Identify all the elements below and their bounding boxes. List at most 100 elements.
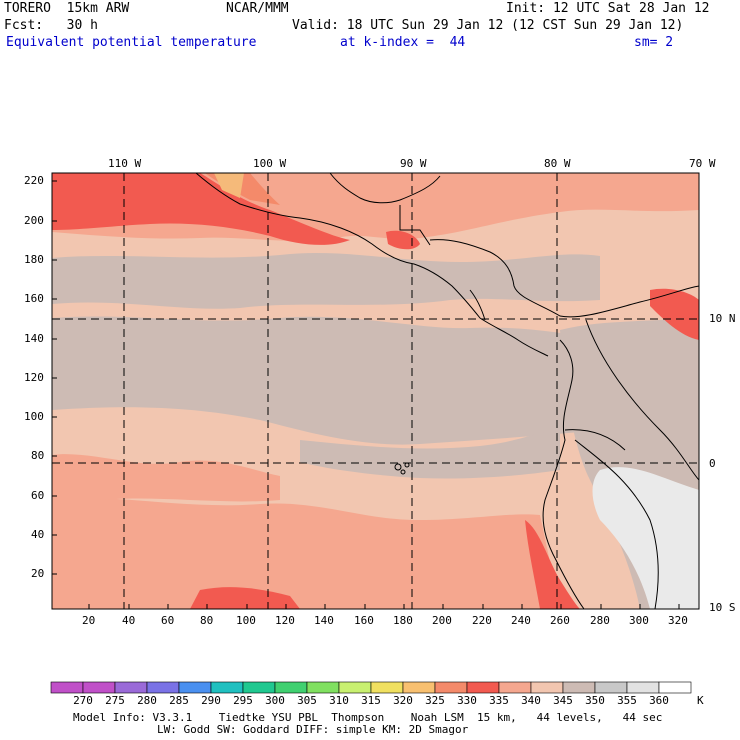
organization-label: NCAR/MMM [226, 1, 289, 16]
coastline-yucatan [329, 172, 441, 204]
y-label: 180 [24, 253, 44, 266]
colorbar-swatch [242, 681, 276, 694]
colorbar-swatch [82, 681, 116, 694]
colorbar-label: 315 [361, 694, 381, 707]
galapagos [394, 463, 402, 471]
x-label: 320 [668, 614, 688, 627]
colorbar [50, 681, 692, 694]
border-guatemala [399, 205, 431, 246]
colorbar-swatch [626, 681, 660, 694]
map-field [52, 173, 699, 609]
x-label: 260 [550, 614, 570, 627]
colorbar-swatch [402, 681, 436, 694]
colorbar-swatch [370, 681, 404, 694]
colorbar-swatch [274, 681, 308, 694]
axis-ticks [52, 180, 680, 609]
model-info: Model Info: V3.3.1 Tiedtke YSU PBL Thomp… [73, 711, 663, 724]
colorbar-swatch [434, 681, 468, 694]
coastline-south-america [542, 339, 585, 610]
x-label: 280 [590, 614, 610, 627]
map-frame [51, 172, 700, 610]
colorbar-label: 275 [105, 694, 125, 707]
colorbar-swatch [210, 681, 244, 694]
field-region-330-caribbean [650, 288, 699, 340]
colorbar-label: 295 [233, 694, 253, 707]
border-peru [574, 439, 659, 610]
init-time: Init: 12 UTC Sat 28 Jan 12 [506, 1, 710, 16]
colorbar-label: 340 [521, 694, 541, 707]
field-band-345-lower [300, 430, 560, 479]
lat-label-0: 0 [709, 457, 716, 470]
field-region-330-south [190, 587, 300, 609]
field-band-335-south [52, 497, 560, 609]
colorbar-label: 335 [489, 694, 509, 707]
field-band-345-north [52, 253, 600, 309]
x-label: 160 [354, 614, 374, 627]
y-label: 120 [24, 371, 44, 384]
model-title: TORERO 15km ARW [4, 1, 130, 16]
coastline-nicaragua [469, 289, 486, 321]
border-east [585, 319, 700, 481]
colorbar-label: 285 [169, 694, 189, 707]
colorbar-label: 355 [617, 694, 637, 707]
field-region-320 [214, 173, 244, 198]
x-label: 180 [393, 614, 413, 627]
y-label: 80 [31, 449, 45, 462]
field-region-355 [592, 467, 699, 609]
colorbar-swatch [530, 681, 564, 694]
colorbar-label: 310 [329, 694, 349, 707]
y-label: 160 [24, 292, 44, 305]
x-label: 140 [314, 614, 334, 627]
colorbar-swatch [146, 681, 180, 694]
x-label: 200 [432, 614, 452, 627]
lon-label-70w: 70 W [689, 157, 716, 170]
colorbar-swatch [178, 681, 212, 694]
field-region-330-coast [525, 520, 580, 609]
x-label: 120 [275, 614, 295, 627]
coastline-mexico [195, 172, 549, 357]
colorbar-label: 305 [297, 694, 317, 707]
colorbar-label: 280 [137, 694, 157, 707]
physics-info: LW: Godd SW: Goddard DIFF: simple KM: 2D… [157, 723, 469, 736]
border-ecuador [564, 429, 626, 451]
graticule [52, 173, 699, 609]
colorbar-label: 325 [425, 694, 445, 707]
lon-label-110w: 110 W [108, 157, 142, 170]
galapagos-3 [400, 469, 406, 475]
colorbar-label: 350 [585, 694, 605, 707]
colorbar-swatch [50, 681, 84, 694]
y-label: 20 [31, 567, 45, 580]
field-band-345-middle [52, 316, 600, 445]
colorbar-label: 330 [457, 694, 477, 707]
colorbar-swatch [306, 681, 340, 694]
y-label: 140 [24, 332, 44, 345]
level-label: at k-index = 44 [340, 35, 466, 50]
x-label: 20 [82, 614, 96, 627]
lon-label-80w: 80 W [544, 157, 571, 170]
y-label: 220 [24, 174, 44, 187]
lon-label-100w: 100 W [253, 157, 287, 170]
field-name: Equivalent potential temperature [6, 35, 257, 50]
colorbar-label: 360 [649, 694, 669, 707]
x-label: 220 [472, 614, 492, 627]
coastlines [195, 172, 700, 610]
x-label: 240 [511, 614, 531, 627]
y-label: 60 [31, 489, 45, 502]
x-label: 100 [236, 614, 256, 627]
x-label: 40 [122, 614, 136, 627]
lat-label-10n: 10 N [709, 312, 736, 325]
y-label: 100 [24, 410, 44, 423]
coastline-caribbean [429, 239, 700, 318]
colorbar-swatch [114, 681, 148, 694]
colorbar-swatch [562, 681, 596, 694]
field-band-335-west [52, 454, 280, 502]
field-region-330-north [52, 173, 350, 245]
smoothing-label: sm= 2 [634, 35, 674, 50]
colorbar-swatch [466, 681, 500, 694]
y-label: 200 [24, 214, 44, 227]
valid-time: Valid: 18 UTC Sun 29 Jan 12 (12 CST Sun … [292, 18, 684, 33]
lon-label-90w: 90 W [400, 157, 427, 170]
colorbar-label: 290 [201, 694, 221, 707]
x-label: 60 [161, 614, 175, 627]
